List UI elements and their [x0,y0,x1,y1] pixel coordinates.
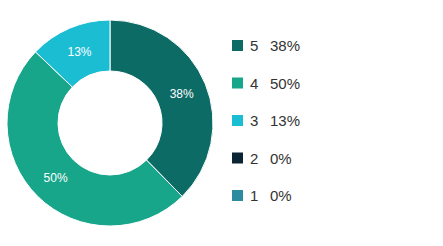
legend: 5 38% 4 50% 3 13% 2 0% 1 0% [232,37,300,204]
legend-value: 38% [270,37,300,54]
chart-container: 38% 50% 13% 5 38% 4 50% 3 13% 2 0% 1 0% [0,0,443,246]
legend-swatch [232,78,243,89]
legend-label: 3 [250,112,258,129]
legend-value: 0% [270,150,292,167]
legend-value: 13% [270,112,300,129]
chart-svg: 38% 50% 13% 5 38% 4 50% 3 13% 2 0% 1 0% [0,0,443,246]
slices [7,20,213,226]
slice-label: 50% [44,171,68,185]
legend-label: 1 [250,187,258,204]
slice-labels: 38% 50% 13% [44,45,194,185]
legend-swatch [232,40,243,51]
legend-value: 50% [270,75,300,92]
slice-label: 13% [67,45,91,59]
slice-label: 38% [170,87,194,101]
legend-swatch [232,115,243,126]
legend-label: 4 [250,75,258,92]
legend-value: 0% [270,187,292,204]
slice [7,52,182,226]
legend-label: 5 [250,37,258,54]
legend-swatch [232,153,243,164]
legend-swatch [232,190,243,201]
slice [35,20,110,87]
legend-label: 2 [250,150,258,167]
slice [110,20,213,196]
